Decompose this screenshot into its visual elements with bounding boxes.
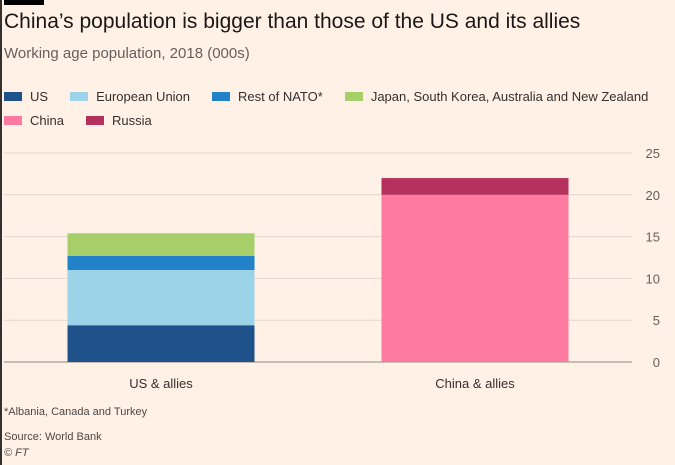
y-tick-label: 20 (646, 188, 660, 203)
ft-credit: © FT (4, 447, 29, 459)
chart-title: China’s population is bigger than those … (4, 10, 581, 33)
y-tick-label: 25 (646, 146, 660, 161)
bar-segment-russia (381, 178, 569, 195)
legend-item-rest-of-nato: Rest of NATO* (212, 89, 323, 104)
y-tick-label: 5 (653, 313, 660, 328)
legend-swatch (344, 91, 363, 101)
legend-row-1: US European Union Rest of NATO* Japan, S… (4, 88, 664, 104)
bar-segment-japan-south-korea-australia-and-new-zealand (67, 233, 255, 256)
legend-swatch (85, 115, 104, 125)
bar-segment-us (67, 325, 255, 362)
y-tick-label: 0 (653, 355, 660, 370)
bar-segment-rest-of-nato (67, 255, 255, 271)
chart-subtitle: Working age population, 2018 (000s) (4, 45, 250, 62)
legend-label: Rest of NATO* (238, 88, 323, 104)
legend-item-japan-korea-aus-nz: Japan, South Korea, Australia and New Ze… (344, 88, 649, 104)
bar-segment-european-union (67, 270, 255, 326)
legend-swatch (70, 91, 89, 101)
x-category-label: US & allies (129, 376, 193, 391)
legend-label: China (30, 112, 64, 128)
legend-label: Japan, South Korea, Australia and New Ze… (370, 88, 649, 104)
legend: US European Union Rest of NATO* Japan, S… (4, 88, 664, 136)
legend-swatch (4, 115, 22, 125)
legend-item-us: US (4, 89, 48, 104)
y-tick-label: 15 (646, 230, 660, 245)
ft-top-bar (4, 0, 44, 5)
legend-item-eu: European Union (70, 89, 190, 104)
footnote: *Albania, Canada and Turkey (4, 406, 148, 418)
source-note: Source: World Bank (4, 431, 102, 443)
x-category-label: China & allies (435, 376, 515, 391)
legend-label: European Union (96, 88, 191, 104)
y-tick-label: 10 (646, 271, 660, 286)
bar-segment-china (381, 194, 569, 362)
legend-swatch (4, 91, 22, 101)
legend-item-china: China (4, 113, 64, 128)
legend-swatch (212, 91, 231, 101)
legend-label: US (30, 88, 49, 104)
legend-item-russia: Russia (85, 112, 152, 128)
left-border (0, 0, 2, 465)
legend-label: Russia (111, 112, 152, 128)
legend-row-2: China Russia (4, 112, 664, 128)
